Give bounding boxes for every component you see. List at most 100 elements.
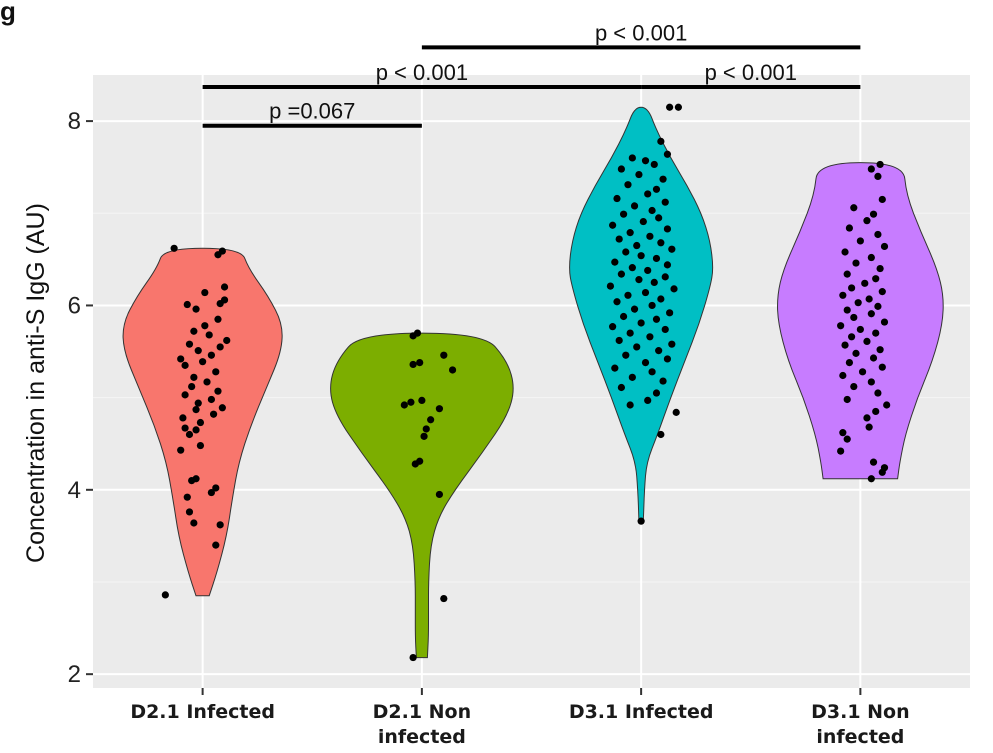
data-point: [440, 594, 448, 603]
data-point: [633, 343, 641, 351]
data-point: [878, 363, 886, 371]
data-point: [841, 341, 849, 349]
x-tick-label-line: infected: [816, 726, 904, 748]
x-tick-label-line: D2.1 Infected: [130, 701, 275, 723]
data-point: [194, 347, 202, 355]
data-point: [867, 165, 875, 173]
data-point: [878, 288, 886, 296]
title-fragment: g: [0, 0, 16, 26]
data-point: [212, 484, 220, 492]
data-point: [201, 288, 209, 297]
data-point: [223, 336, 231, 345]
data-point: [850, 204, 858, 212]
data-point: [661, 325, 669, 334]
data-point: [161, 591, 169, 599]
data-point: [199, 358, 207, 366]
data-point: [841, 248, 849, 256]
data-point: [622, 351, 630, 359]
data-point: [209, 410, 218, 418]
data-point: [666, 103, 674, 111]
data-point: [650, 278, 658, 287]
violin-2: [330, 332, 514, 659]
data-point: [848, 284, 856, 292]
data-point: [624, 181, 632, 189]
data-point: [878, 195, 886, 204]
data-point: [843, 270, 851, 278]
data-point: [207, 488, 215, 497]
data-point: [661, 273, 669, 281]
data-point: [872, 275, 880, 283]
data-point: [872, 407, 880, 416]
data-point: [413, 329, 422, 337]
data-point: [837, 322, 845, 330]
data-point: [655, 347, 663, 355]
data-point: [663, 225, 672, 233]
data-point: [874, 302, 882, 310]
data-point: [420, 432, 428, 440]
x-tick-label-line: infected: [378, 726, 466, 748]
data-point: [839, 291, 847, 299]
data-point: [635, 276, 643, 284]
y-axis-label: Concentration in anti-S IgG (AU): [22, 203, 50, 563]
data-point: [641, 157, 650, 165]
data-point: [652, 185, 661, 193]
x-tick-label: D2.1 Non infected: [373, 701, 472, 748]
x-tick-label: D3.1 Infected: [569, 701, 714, 723]
data-point: [418, 396, 426, 404]
data-point: [637, 319, 645, 327]
data-point: [843, 395, 851, 404]
data-point: [637, 252, 645, 260]
data-point: [177, 446, 185, 454]
data-point: [626, 229, 634, 237]
data-point: [876, 264, 884, 273]
data-point: [641, 288, 650, 297]
data-point: [633, 241, 641, 250]
data-point: [657, 137, 665, 145]
data-point: [666, 309, 674, 317]
data-point: [409, 360, 417, 369]
data-point: [212, 368, 220, 376]
data-point: [876, 346, 884, 354]
data-point: [201, 322, 209, 330]
data-point: [619, 312, 628, 321]
data-point: [865, 423, 873, 431]
data-point: [183, 493, 191, 501]
data-point: [409, 653, 417, 662]
data-point: [850, 382, 858, 391]
axes: 2 4 6 8 D2.1 Infected D2.1 Non infected D3.1 In…: [68, 108, 910, 748]
data-point: [617, 383, 625, 392]
data-point: [220, 296, 229, 304]
data-point: [609, 221, 617, 229]
violin-3: [569, 106, 714, 522]
data-point: [646, 333, 654, 341]
data-point: [615, 336, 623, 345]
data-point: [869, 354, 878, 362]
data-point: [655, 214, 663, 222]
data-point: [880, 464, 889, 472]
data-point: [872, 329, 880, 337]
data-point: [630, 202, 639, 210]
x-tick-label-line: D2.1 Non: [373, 701, 472, 723]
data-point: [852, 259, 860, 267]
data-point: [663, 355, 672, 363]
y-tick-label: 4: [68, 477, 81, 504]
data-point: [659, 377, 667, 385]
data-point: [192, 475, 200, 483]
data-point: [839, 371, 847, 380]
data-point: [852, 349, 860, 357]
data-point: [652, 315, 661, 323]
y-tick-label: 8: [68, 108, 81, 135]
data-point: [192, 305, 200, 313]
data-point: [181, 424, 189, 432]
data-point: [661, 198, 669, 206]
data-point: [628, 154, 636, 162]
data-point: [181, 361, 189, 369]
data-point: [190, 327, 198, 335]
data-point: [839, 429, 847, 437]
data-point: [639, 217, 647, 226]
data-point: [183, 300, 191, 309]
y-tick-label: 2: [68, 661, 81, 688]
data-point: [416, 359, 424, 367]
data-point: [845, 359, 854, 367]
data-point: [626, 329, 634, 337]
